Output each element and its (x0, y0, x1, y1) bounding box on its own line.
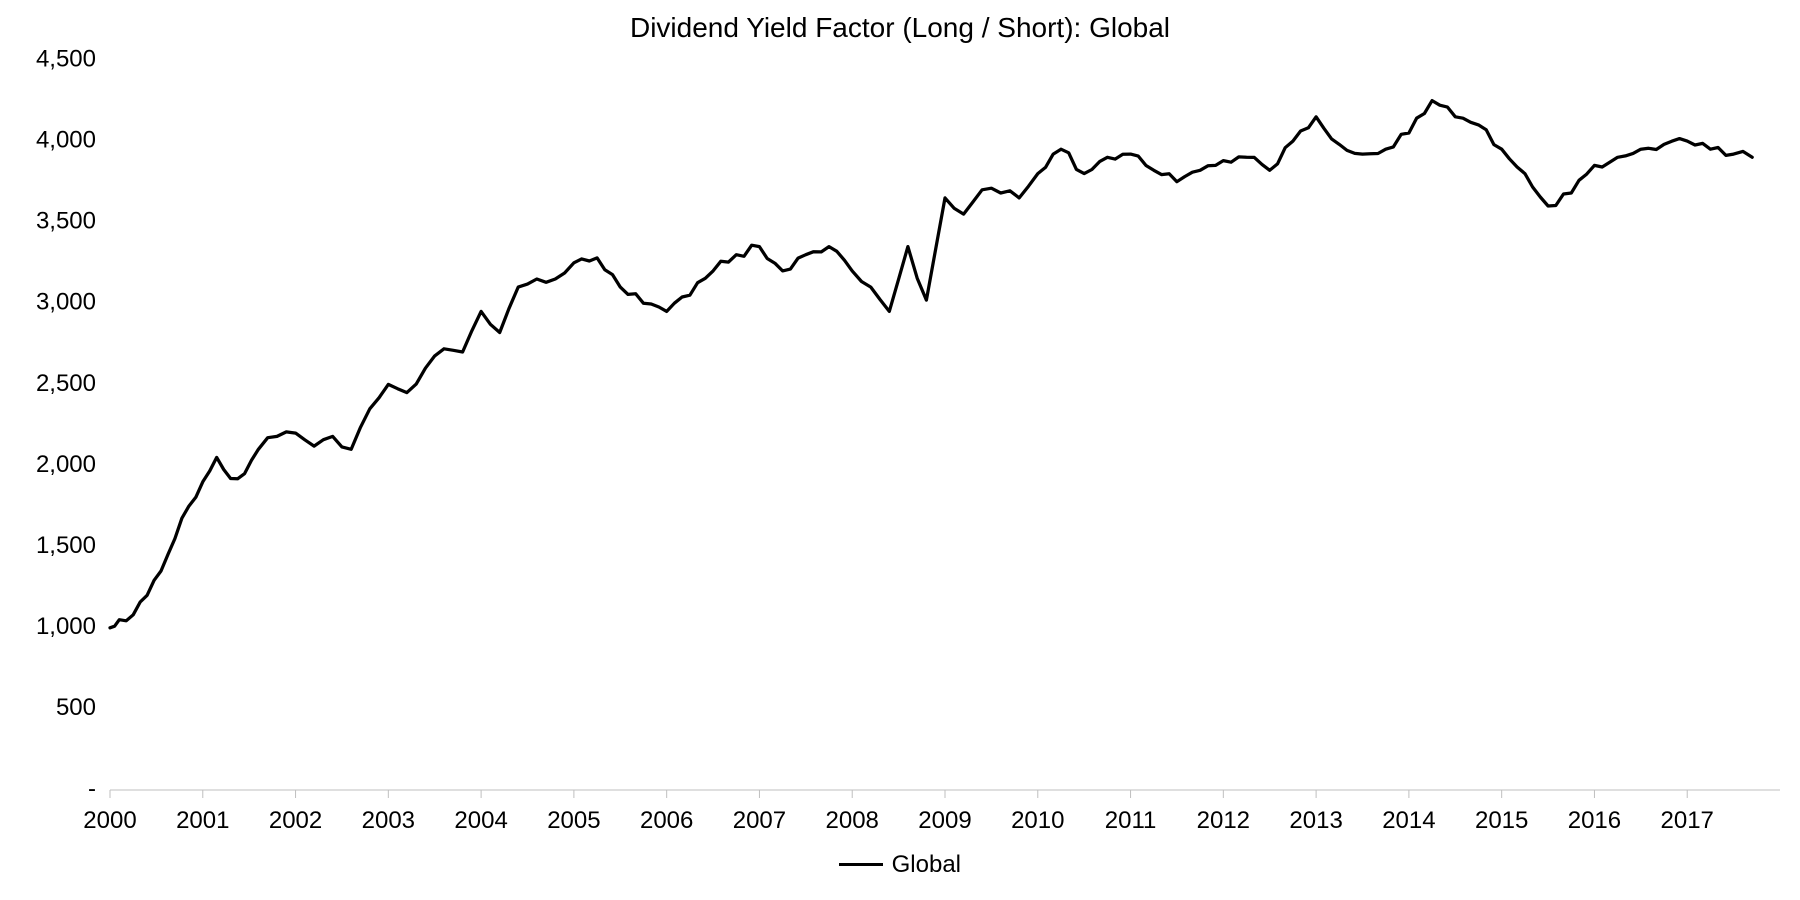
x-tick-label: 2015 (1475, 807, 1528, 834)
x-tick-label: 2008 (826, 807, 879, 834)
y-tick-label: 500 (56, 694, 96, 721)
y-tick-label: 1,000 (36, 613, 96, 640)
y-tick-label: 2,000 (36, 451, 96, 478)
x-tick-label: 2001 (176, 807, 229, 834)
series-line-global (110, 101, 1752, 628)
x-tick-label: 2016 (1568, 807, 1621, 834)
chart-legend: Global (0, 850, 1800, 872)
x-tick-label: 2013 (1289, 807, 1342, 834)
legend-swatch-global (839, 863, 883, 866)
y-tick-label: 2,500 (36, 370, 96, 397)
y-tick-label: 1,500 (36, 532, 96, 559)
y-tick-label: - (88, 775, 96, 802)
x-tick-label: 2011 (1105, 807, 1157, 834)
x-tick-label: 2006 (640, 807, 693, 834)
x-tick-label: 2004 (454, 807, 507, 834)
x-tick-label: 2014 (1382, 807, 1435, 834)
y-tick-label: 4,500 (36, 45, 96, 72)
y-tick-label: 3,500 (36, 208, 96, 235)
x-tick-label: 2003 (362, 807, 415, 834)
legend-label-global: Global (892, 851, 961, 879)
x-tick-label: 2017 (1661, 807, 1714, 834)
y-tick-label: 3,000 (36, 289, 96, 316)
y-tick-label: 4,000 (36, 126, 96, 153)
chart-plot: - 500 1,000 1,500 2,000 2,500 3,000 3,500 4,000 4… (0, 0, 1800, 900)
x-tick-label: 2012 (1197, 807, 1250, 834)
x-tick-label: 2007 (733, 807, 786, 834)
x-tick-label: 2010 (1011, 807, 1064, 834)
x-tick-label: 2002 (269, 807, 322, 834)
x-tick-label: 2005 (547, 807, 600, 834)
chart-container: Dividend Yield Factor (Long / Short): Gl… (0, 0, 1800, 900)
x-tick-label: 2000 (83, 807, 136, 834)
x-tick-label: 2009 (918, 807, 971, 834)
